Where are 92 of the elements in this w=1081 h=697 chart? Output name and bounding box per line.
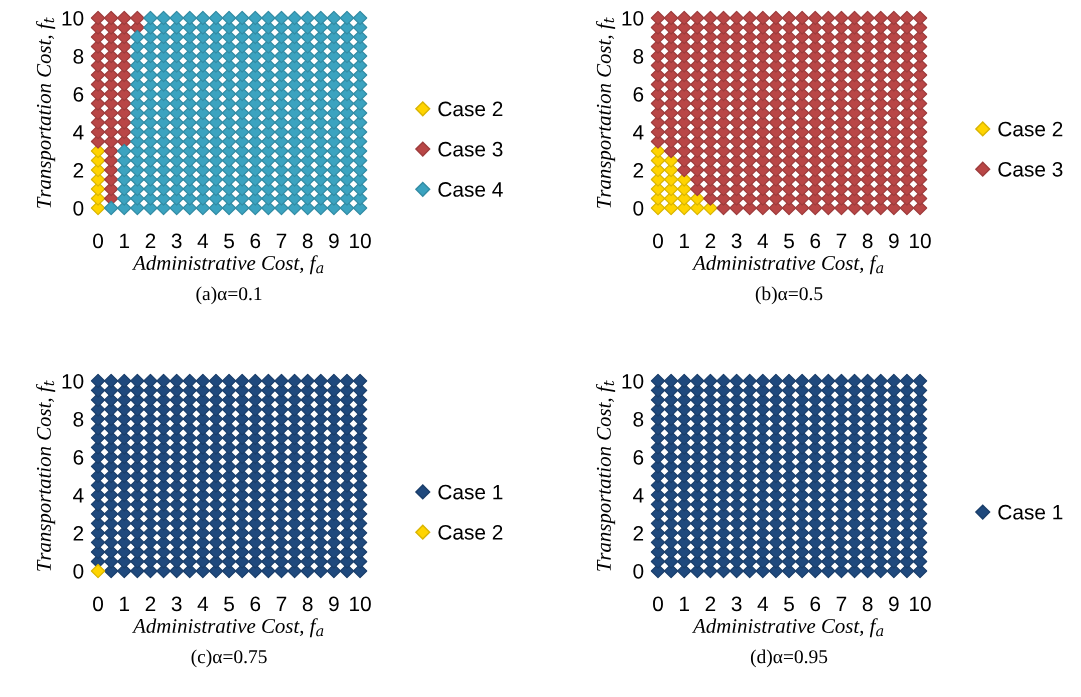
legend-label: Case 4 bbox=[438, 182, 503, 197]
x-axis-title: Administrative Cost, f$_{a}$ bbox=[131, 255, 324, 275]
point bbox=[90, 10, 106, 26]
y-tick-label: 10 bbox=[622, 373, 644, 389]
y-axis-title: Transportation Cost, f$_{t}$ bbox=[36, 380, 56, 571]
x-tick-label: 9 bbox=[329, 233, 339, 249]
y-tick-label: 0 bbox=[633, 563, 644, 579]
point bbox=[117, 10, 132, 26]
x-tick-label: 4 bbox=[197, 596, 209, 612]
x-tick-label: 8 bbox=[302, 596, 313, 612]
y-tick-label: 2 bbox=[73, 162, 84, 178]
y-tick-label: 0 bbox=[633, 200, 644, 216]
y-tick-label: 10 bbox=[62, 373, 84, 389]
y-tick-label: 4 bbox=[73, 125, 84, 140]
x-tick-label: 4 bbox=[757, 596, 768, 612]
x-tick-label: 0 bbox=[653, 233, 663, 249]
y-tick-label: 8 bbox=[633, 48, 644, 64]
legend-label: Case 1 bbox=[998, 504, 1063, 520]
x-axis-title: Administrative Cost, f$_{a}$ bbox=[691, 255, 884, 275]
y-tick-label: 6 bbox=[633, 449, 644, 465]
x-tick-label: 6 bbox=[810, 596, 821, 612]
legend-label: Case 1 bbox=[438, 484, 503, 500]
y-tick-label: 2 bbox=[633, 525, 644, 541]
text: (b)α=0.5 bbox=[755, 286, 823, 305]
y-tick-label: 6 bbox=[633, 86, 644, 102]
y-axis-title: Transportation Cost, f$_{t}$ bbox=[596, 17, 616, 208]
x-tick-label: 2 bbox=[145, 233, 156, 249]
x-tick-label: 7 bbox=[836, 596, 847, 612]
x-tick-label: 10 bbox=[350, 596, 371, 612]
x-tick-label: 5 bbox=[224, 596, 234, 612]
x-tick-label: 8 bbox=[862, 233, 873, 249]
x-tick-label: 2 bbox=[705, 596, 716, 612]
legend-label: Case 2 bbox=[438, 101, 503, 117]
x-tick-label: 10 bbox=[910, 596, 931, 612]
x-tick-label: 3 bbox=[171, 233, 182, 249]
x-tick-label: 4 bbox=[757, 233, 768, 249]
x-tick-label: 3 bbox=[731, 596, 742, 612]
y-tick-label: 0 bbox=[73, 563, 84, 579]
x-tick-label: 0 bbox=[93, 233, 104, 249]
x-tick-label: 1 bbox=[680, 233, 689, 249]
x-tick-label: 5 bbox=[784, 596, 794, 612]
x-tick-label: 5 bbox=[784, 233, 794, 249]
y-tick-label: 10 bbox=[622, 10, 644, 26]
y-tick-label: 10 bbox=[62, 10, 84, 26]
x-tick-label: 9 bbox=[889, 596, 899, 612]
x-axis-title: Administrative Cost, f$_{a}$ bbox=[131, 618, 324, 638]
x-axis-title: Administrative Cost, f$_{a}$ bbox=[691, 618, 884, 638]
x-tick-label: 9 bbox=[889, 233, 899, 249]
x-tick-label: 8 bbox=[302, 233, 313, 249]
x-tick-label: 5 bbox=[224, 233, 234, 249]
legend-label: Case 3 bbox=[998, 161, 1063, 177]
x-tick-label: 0 bbox=[653, 596, 663, 612]
y-tick-label: 6 bbox=[73, 449, 84, 465]
x-tick-label: 10 bbox=[910, 233, 931, 249]
x-tick-label: 8 bbox=[862, 596, 873, 612]
y-tick-label: 2 bbox=[73, 525, 84, 541]
y-tick-label: 4 bbox=[633, 125, 644, 140]
text: (d)α=0.95 bbox=[750, 649, 828, 668]
point bbox=[103, 10, 119, 26]
y-tick-label: 2 bbox=[633, 162, 644, 178]
y-tick-label: 8 bbox=[633, 411, 644, 427]
x-tick-label: 3 bbox=[171, 596, 182, 612]
y-tick-label: 0 bbox=[73, 200, 84, 216]
x-tick-label: 3 bbox=[731, 233, 742, 249]
x-tick-label: 2 bbox=[145, 596, 156, 612]
y-tick-label: 8 bbox=[73, 48, 84, 64]
text: (c)α=0.75 bbox=[191, 649, 267, 668]
x-tick-label: 1 bbox=[680, 596, 689, 612]
x-tick-label: 7 bbox=[276, 233, 287, 249]
x-tick-label: 6 bbox=[250, 596, 261, 612]
y-tick-label: 8 bbox=[73, 411, 84, 427]
x-tick-label: 7 bbox=[276, 596, 287, 612]
x-tick-label: 0 bbox=[93, 596, 104, 612]
x-tick-label: 9 bbox=[329, 596, 339, 612]
y-tick-label: 4 bbox=[633, 488, 644, 503]
point bbox=[130, 10, 145, 26]
y-axis-title: Transportation Cost, f$_{t}$ bbox=[596, 380, 616, 571]
x-tick-label: 1 bbox=[120, 596, 130, 612]
x-tick-label: 1 bbox=[120, 233, 130, 249]
legend-label: Case 2 bbox=[438, 524, 503, 540]
x-tick-label: 6 bbox=[250, 233, 261, 249]
x-tick-label: 4 bbox=[197, 233, 209, 249]
x-tick-label: 7 bbox=[836, 233, 847, 249]
legend-label: Case 3 bbox=[438, 141, 503, 157]
y-axis-title: Transportation Cost, f$_{t}$ bbox=[36, 17, 56, 208]
legend-label: Case 2 bbox=[998, 121, 1063, 137]
text: (a)α=0.1 bbox=[196, 286, 262, 305]
y-tick-label: 6 bbox=[73, 86, 84, 102]
x-tick-label: 6 bbox=[810, 233, 821, 249]
x-tick-label: 2 bbox=[705, 233, 716, 249]
y-tick-label: 4 bbox=[73, 488, 84, 503]
x-tick-label: 10 bbox=[350, 233, 371, 249]
